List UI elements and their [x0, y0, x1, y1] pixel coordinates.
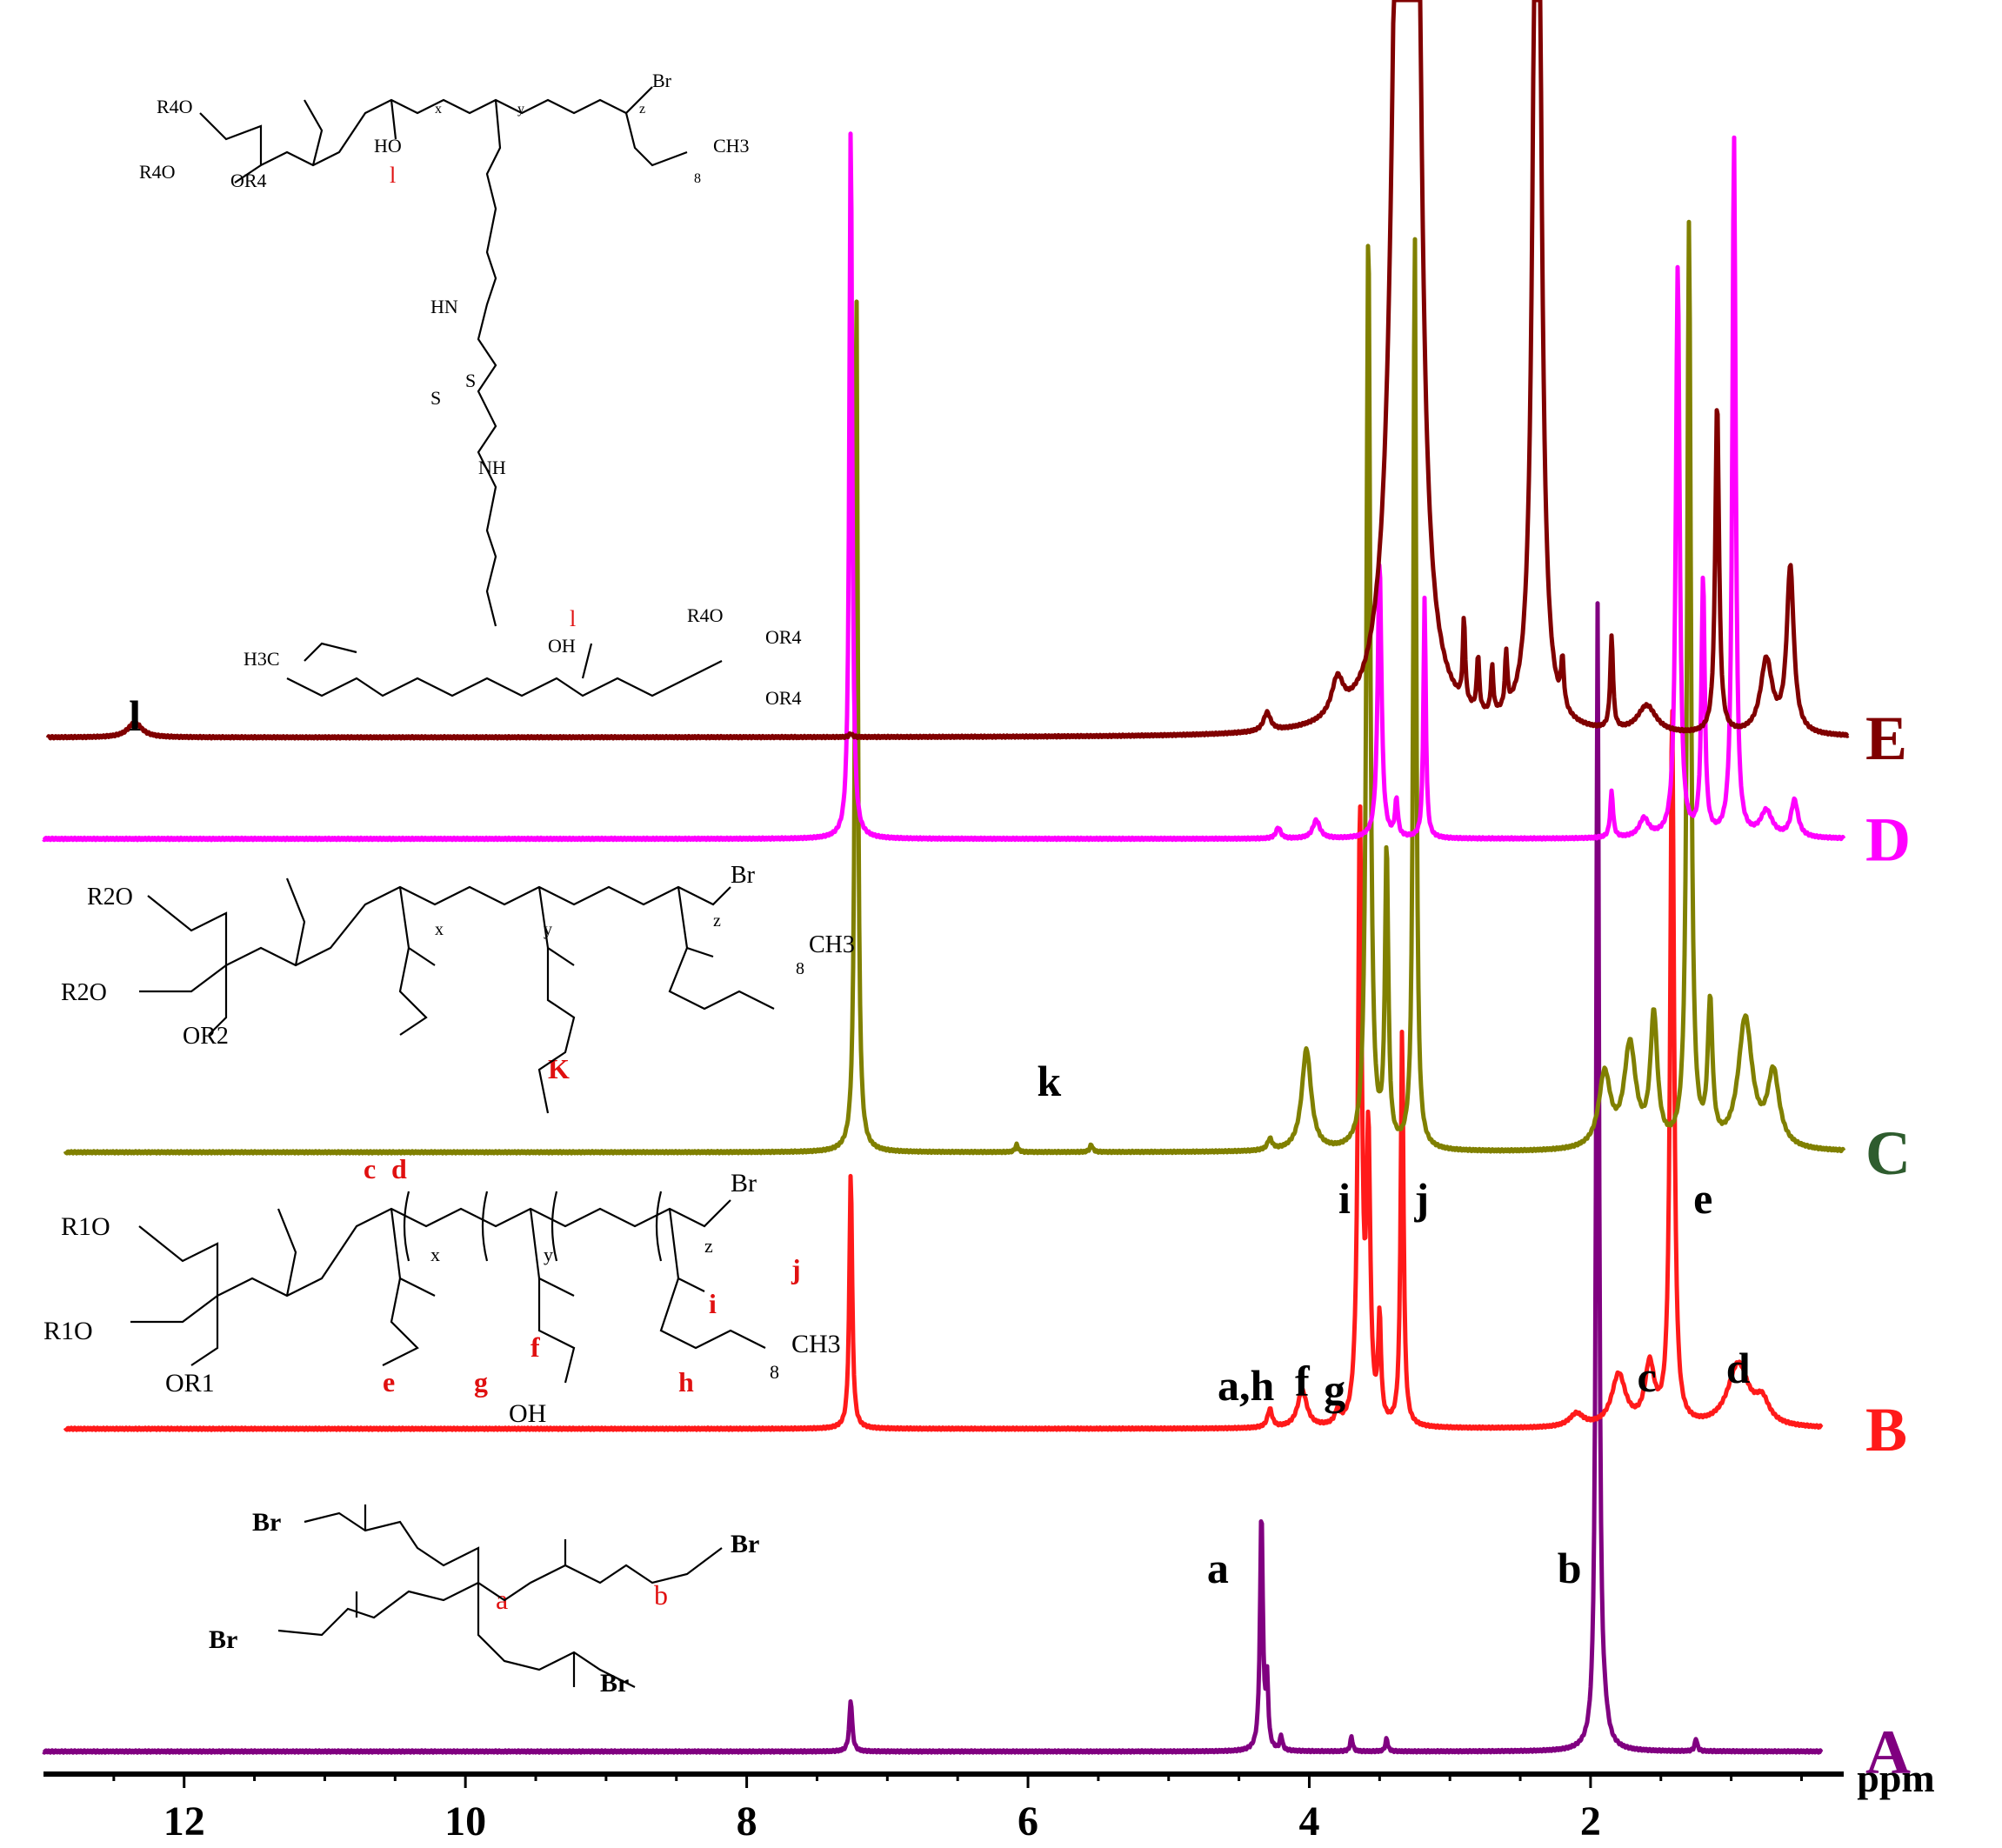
- struct-e-8-top: 8: [694, 171, 701, 186]
- peak-label-j: j: [1414, 1174, 1430, 1223]
- x-tick-label: 12: [163, 1798, 205, 1844]
- series-label-A: A: [1865, 1718, 1911, 1787]
- struct-c-y: y: [544, 920, 552, 939]
- structure-e: R4O R4O OR4 HO l x y z Br CH3 8 HN S S N…: [139, 70, 802, 709]
- struct-e-or4-3: OR4: [765, 687, 802, 709]
- series-label-D: D: [1865, 805, 1911, 875]
- peak-label-i: i: [1338, 1174, 1351, 1223]
- spectrum-A: [42, 601, 1824, 1755]
- struct-b-label-g: g: [474, 1366, 488, 1398]
- struct-e-r4o-2: R4O: [139, 161, 176, 183]
- struct-e-or4-2: OR4: [765, 626, 802, 648]
- spectrum-D: [42, 131, 1846, 843]
- struct-b-label-c: c: [364, 1153, 376, 1184]
- series-label-E: E: [1865, 704, 1907, 773]
- struct-e-hn: HN: [430, 296, 458, 317]
- struct-c-8: 8: [796, 959, 804, 978]
- structure-b: R1O R1O OR1 c d x y z Br e g f OH h i j …: [43, 1153, 841, 1428]
- series-label-B: B: [1865, 1395, 1907, 1464]
- peak-label-b: b: [1558, 1544, 1582, 1592]
- spectrum-C: [63, 219, 1846, 1156]
- struct-e-ho: HO: [374, 135, 402, 157]
- spectra-group: [42, 0, 1850, 1755]
- struct-b-label-f: f: [531, 1331, 540, 1363]
- struct-b-8: 8: [770, 1361, 779, 1383]
- peak-label-a: a: [1207, 1544, 1229, 1592]
- struct-a-br4: Br: [600, 1669, 629, 1698]
- struct-c-x: x: [435, 920, 444, 939]
- structure-a: Br Br Br Br a b: [209, 1504, 759, 1698]
- x-axis-label: ppm: [1857, 1756, 1934, 1800]
- struct-e-label-l-bottom: l: [570, 606, 576, 631]
- struct-e-r4o-1: R4O: [157, 96, 193, 117]
- struct-a-br3: Br: [209, 1625, 237, 1654]
- spectrum-E: [45, 0, 1850, 741]
- struct-e-label-l-top: l: [390, 163, 396, 188]
- struct-e-ch3: CH3: [713, 135, 750, 157]
- spectrum-B: [63, 708, 1824, 1432]
- struct-b-label-e: e: [383, 1366, 395, 1398]
- peak-label-e: e: [1693, 1174, 1712, 1223]
- struct-a-br2: Br: [731, 1530, 759, 1558]
- struct-b-r1o-2: R1O: [43, 1317, 93, 1345]
- struct-e-r4o-3: R4O: [687, 604, 724, 626]
- struct-e-s2: S: [430, 387, 441, 409]
- peak-label-k: k: [1037, 1057, 1061, 1105]
- peak-label-f: f: [1295, 1357, 1311, 1405]
- struct-e-x: x: [435, 102, 442, 117]
- peak-label-l: l: [129, 691, 141, 740]
- series-label-C: C: [1865, 1118, 1911, 1188]
- struct-c-br: Br: [731, 862, 756, 889]
- struct-c-r2o-2: R2O: [61, 979, 107, 1006]
- series-label-group: A B C DE: [1865, 704, 1911, 1787]
- struct-a-br1: Br: [252, 1508, 281, 1537]
- struct-c-or2: OR2: [183, 1023, 229, 1050]
- x-tick-label: 4: [1298, 1798, 1319, 1844]
- peak-label-c: c: [1637, 1352, 1656, 1401]
- peak-label-g: g: [1324, 1365, 1345, 1414]
- struct-a-label-b: b: [654, 1579, 668, 1611]
- struct-b-oh: OH: [509, 1399, 546, 1428]
- structure-c: R2O R2O OR2 x y z Br K CH3 8: [61, 862, 855, 1114]
- peak-label-d: d: [1726, 1344, 1751, 1392]
- struct-b-ch3: CH3: [791, 1330, 841, 1358]
- struct-b-br: Br: [731, 1169, 757, 1198]
- struct-e-s1: S: [465, 370, 476, 391]
- struct-e-z: z: [639, 102, 645, 117]
- struct-b-r1o-1: R1O: [61, 1212, 110, 1241]
- struct-c-r2o-1: R2O: [87, 884, 133, 911]
- x-tick-label: 6: [1018, 1798, 1038, 1844]
- struct-e-br: Br: [652, 70, 672, 91]
- struct-b-label-d: d: [391, 1153, 407, 1184]
- x-tick-label: 2: [1580, 1798, 1601, 1844]
- struct-c-ch3: CH3: [809, 931, 855, 958]
- x-tick-label: 10: [444, 1798, 486, 1844]
- struct-c-z: z: [713, 911, 721, 931]
- struct-e-oh: OH: [548, 635, 576, 657]
- struct-b-label-i: i: [709, 1288, 717, 1319]
- struct-e-y: y: [517, 102, 524, 117]
- struct-e-h3c: H3C: [244, 648, 280, 670]
- x-tick-label: 8: [737, 1798, 757, 1844]
- struct-b-label-j: j: [791, 1253, 801, 1284]
- struct-b-x: x: [430, 1244, 440, 1265]
- struct-b-label-h: h: [678, 1366, 694, 1398]
- struct-c-label-k: K: [548, 1053, 570, 1084]
- struct-b-y: y: [544, 1244, 553, 1265]
- struct-b-or1: OR1: [165, 1369, 215, 1398]
- x-axis: 12 10 8 6 4 2 ppm: [43, 1756, 1935, 1845]
- struct-b-z: z: [704, 1235, 713, 1257]
- peak-label-a-h: a,h: [1218, 1361, 1275, 1410]
